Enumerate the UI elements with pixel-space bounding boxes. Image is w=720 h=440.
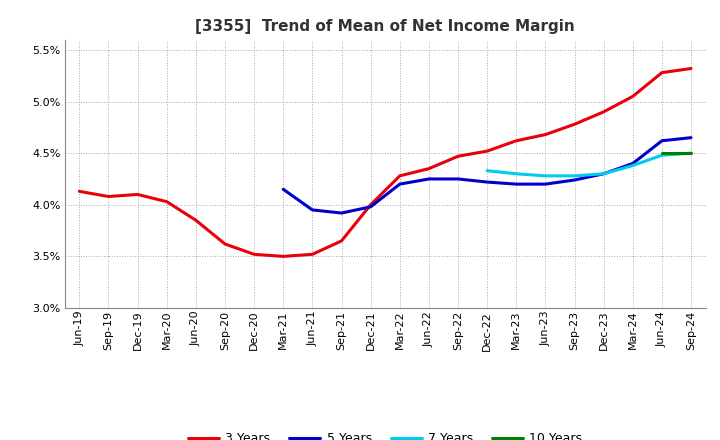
3 Years <box>395 173 404 179</box>
3 Years <box>512 138 521 143</box>
10 Years <box>657 150 666 156</box>
Line: 7 Years: 7 Years <box>487 153 691 176</box>
7 Years <box>570 173 579 179</box>
5 Years <box>629 161 637 166</box>
5 Years <box>366 204 375 209</box>
3 Years <box>308 252 317 257</box>
Title: [3355]  Trend of Mean of Net Income Margin: [3355] Trend of Mean of Net Income Margi… <box>195 19 575 34</box>
7 Years <box>512 171 521 176</box>
5 Years <box>483 180 492 185</box>
5 Years <box>599 171 608 176</box>
3 Years <box>192 218 200 223</box>
3 Years <box>657 70 666 75</box>
5 Years <box>279 187 287 192</box>
3 Years <box>541 132 550 137</box>
Legend: 3 Years, 5 Years, 7 Years, 10 Years: 3 Years, 5 Years, 7 Years, 10 Years <box>183 427 588 440</box>
5 Years <box>657 138 666 143</box>
5 Years <box>512 181 521 187</box>
5 Years <box>425 176 433 182</box>
3 Years <box>483 148 492 154</box>
7 Years <box>599 171 608 176</box>
3 Years <box>220 242 229 247</box>
7 Years <box>657 153 666 158</box>
5 Years <box>337 210 346 216</box>
3 Years <box>599 109 608 114</box>
5 Years <box>308 207 317 213</box>
5 Years <box>454 176 462 182</box>
3 Years <box>75 189 84 194</box>
3 Years <box>687 66 696 71</box>
5 Years <box>541 181 550 187</box>
3 Years <box>104 194 113 199</box>
3 Years <box>337 238 346 244</box>
Line: 5 Years: 5 Years <box>283 138 691 213</box>
7 Years <box>541 173 550 179</box>
3 Years <box>163 199 171 204</box>
5 Years <box>395 181 404 187</box>
3 Years <box>570 121 579 127</box>
5 Years <box>687 135 696 140</box>
10 Years <box>687 150 696 156</box>
3 Years <box>629 94 637 99</box>
7 Years <box>483 168 492 173</box>
3 Years <box>454 154 462 159</box>
3 Years <box>250 252 258 257</box>
3 Years <box>425 166 433 171</box>
5 Years <box>570 177 579 183</box>
3 Years <box>279 254 287 259</box>
7 Years <box>687 150 696 156</box>
3 Years <box>366 202 375 207</box>
7 Years <box>629 163 637 168</box>
Line: 3 Years: 3 Years <box>79 69 691 257</box>
3 Years <box>133 192 142 197</box>
